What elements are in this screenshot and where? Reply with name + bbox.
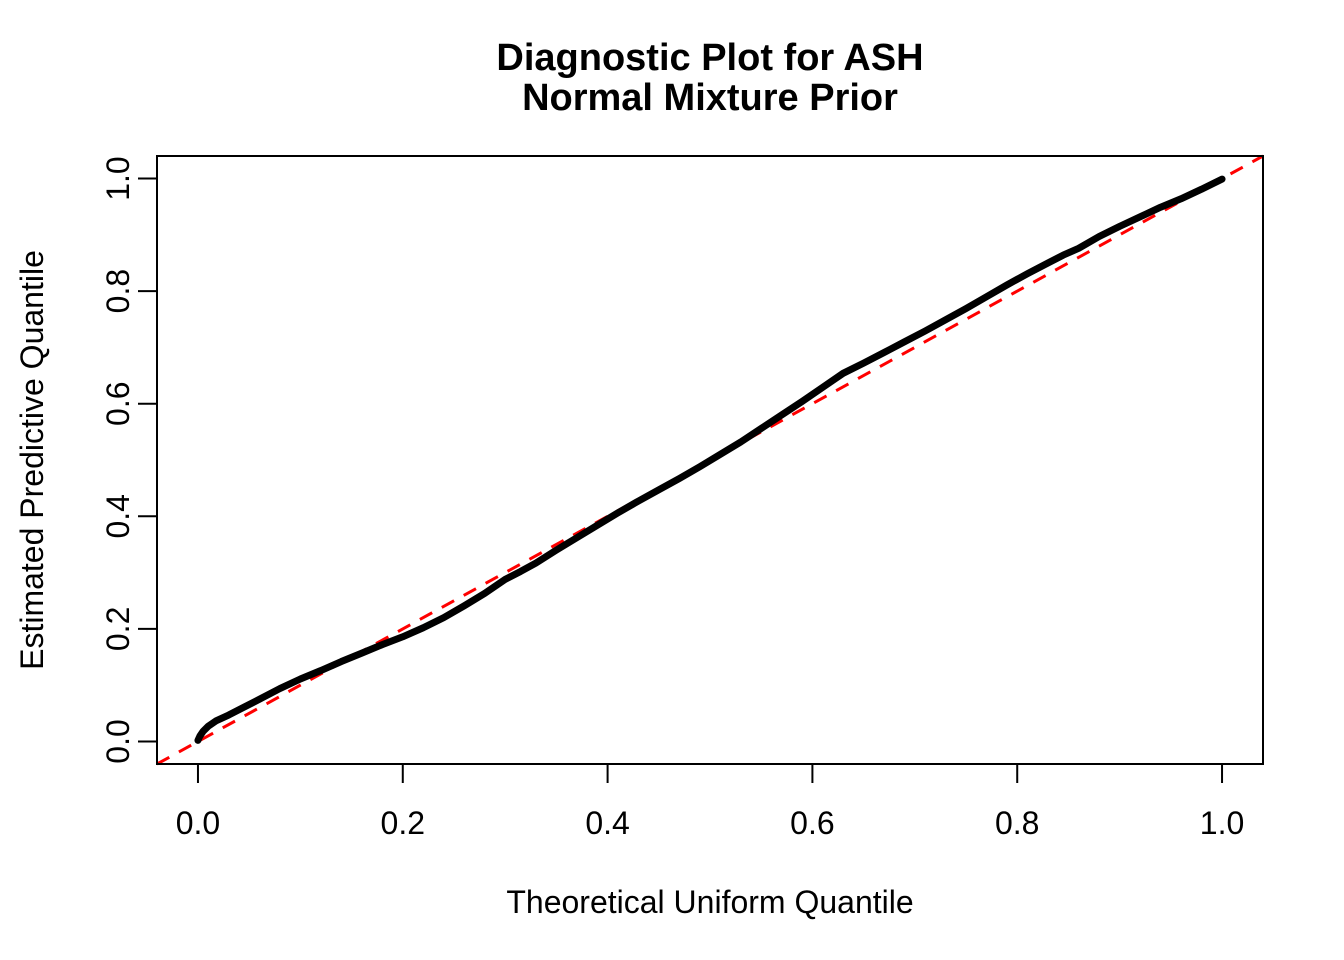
x-axis-tick-label: 1.0: [1200, 805, 1244, 841]
y-axis-tick-label: 0.6: [100, 381, 136, 425]
chart-title: Diagnostic Plot for ASH Normal Mixture P…: [157, 38, 1263, 118]
x-axis-tick-label: 0.6: [790, 805, 834, 841]
chart-title-line1: Diagnostic Plot for ASH: [496, 37, 924, 79]
x-axis-tick-label: 0.8: [995, 805, 1039, 841]
quantile-curve: [194, 175, 1226, 744]
x-axis-tick-label: 0.0: [176, 805, 220, 841]
y-axis-tick-label: 1.0: [100, 156, 136, 200]
plot-frame: [156, 155, 1264, 765]
x-axis-tick-label: 0.2: [381, 805, 425, 841]
y-axis-tick-label: 0.4: [100, 494, 136, 538]
y-axis-title: Estimated Predictive Quantile: [14, 250, 50, 670]
x-axis-tick-label: 0.4: [585, 805, 629, 841]
y-axis-tick-label: 0.0: [100, 719, 136, 763]
x-axis-title: Theoretical Uniform Quantile: [506, 884, 914, 920]
y-axis-tick-label: 0.8: [100, 269, 136, 313]
chart-title-line2: Normal Mixture Prior: [522, 77, 898, 119]
y-axis-tick-label: 0.2: [100, 607, 136, 651]
